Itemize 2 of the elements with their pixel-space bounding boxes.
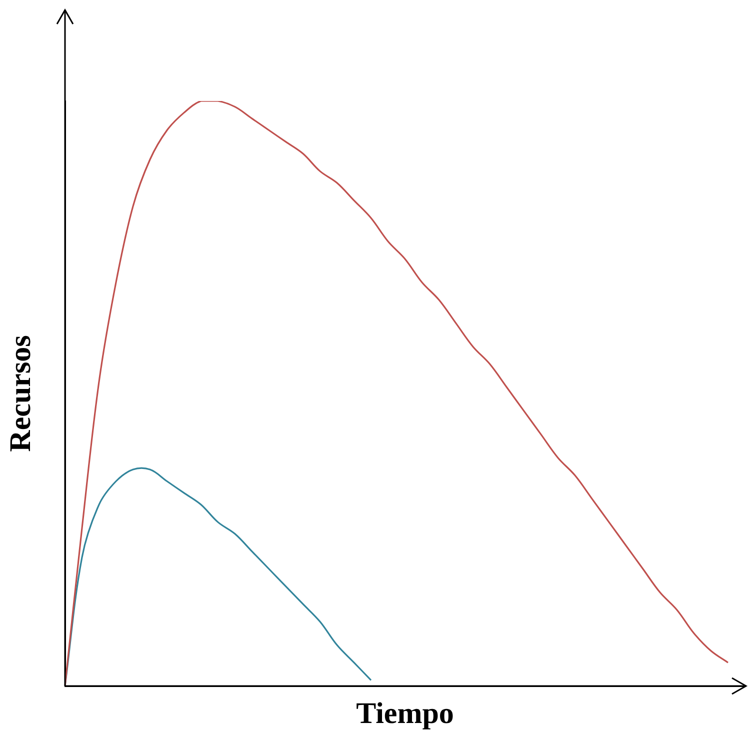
x-axis-title: Tiempo [356,696,454,730]
y-axis-title: Recursos [4,335,37,452]
